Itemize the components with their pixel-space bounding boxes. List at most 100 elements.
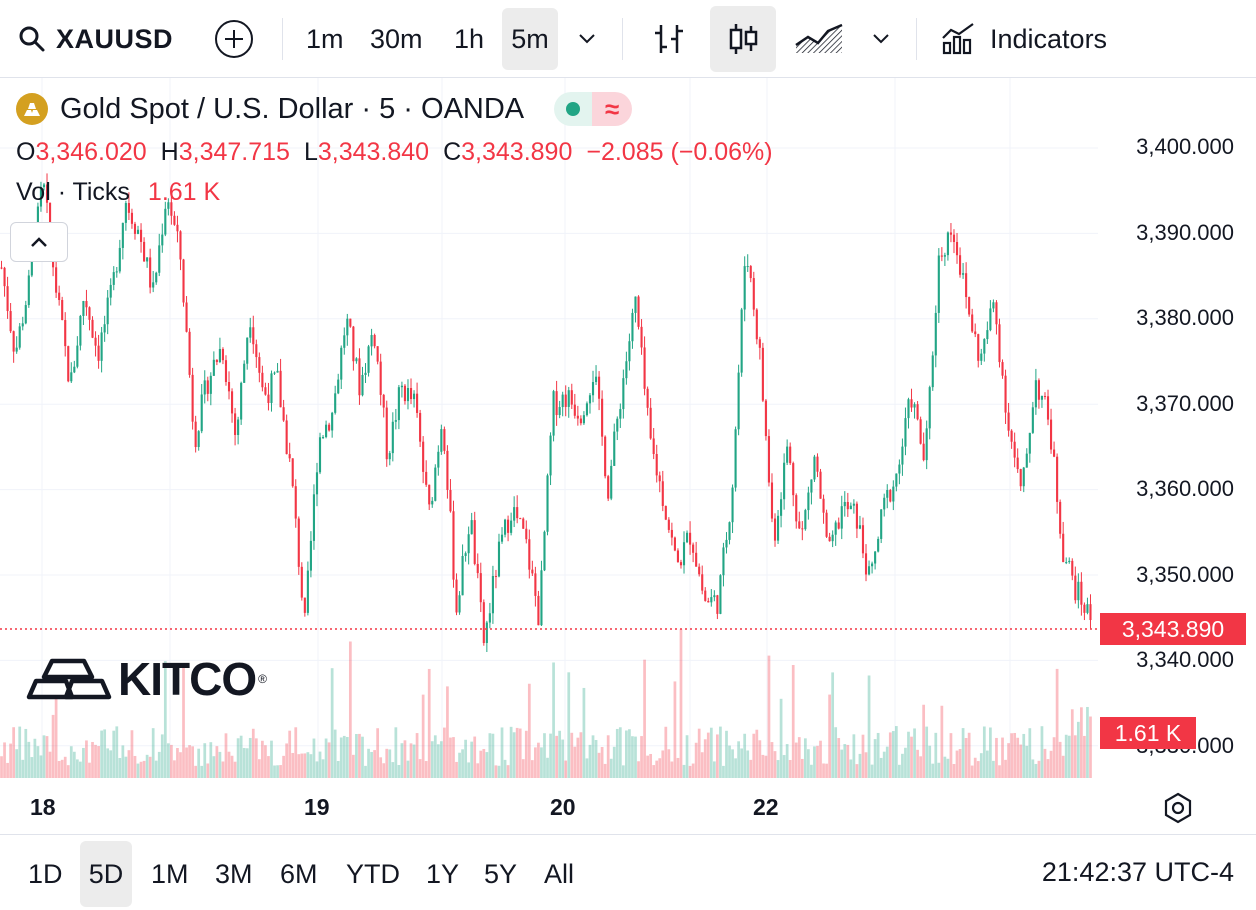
volume-bar (376, 728, 380, 778)
range-5d[interactable]: 5D (80, 841, 132, 907)
symbol-search[interactable]: XAUUSD (18, 14, 173, 64)
chart-type-dropdown[interactable] (862, 20, 900, 58)
volume-bar (12, 727, 16, 778)
interval-dropdown[interactable] (568, 20, 606, 58)
candle-body (952, 234, 956, 243)
candle-body (103, 324, 106, 333)
candle-body (464, 553, 467, 556)
volume-bar (461, 749, 464, 778)
candle-body (485, 622, 488, 644)
candle-body (209, 375, 212, 394)
search-icon (19, 26, 45, 52)
indicators-button[interactable]: Indicators (940, 10, 1107, 68)
area-chart-type-button[interactable] (784, 6, 854, 72)
candle-body (176, 224, 179, 232)
volume-bar (352, 754, 355, 778)
volume-bar (700, 752, 704, 778)
candle-body (1040, 396, 1044, 400)
volume-bar (373, 750, 376, 778)
volume-bar (394, 727, 398, 778)
volume-bar (694, 742, 698, 778)
interval-1h[interactable]: 1h (454, 23, 485, 54)
volume-bar (382, 763, 386, 778)
candle-body (494, 576, 498, 578)
volume-bar (270, 740, 273, 778)
volume-bar (467, 762, 471, 778)
candle-body (352, 326, 355, 362)
candle-body (476, 563, 479, 574)
range-ytd[interactable]: YTD (346, 858, 400, 889)
candle-body (513, 507, 516, 521)
volume-bar (779, 698, 783, 778)
volume-bar (118, 757, 122, 778)
volume-bar (722, 765, 725, 778)
interval-30m[interactable]: 30m (370, 23, 423, 54)
market-status-badge[interactable]: ≈ (554, 92, 633, 126)
candle-body (831, 534, 834, 542)
candle-body (783, 462, 786, 500)
candle-body (246, 337, 249, 364)
candle-body (834, 522, 837, 535)
volume-bar (488, 733, 492, 778)
candle-body (170, 202, 173, 216)
collapse-legend-button[interactable] (10, 222, 68, 262)
candle-body (761, 347, 764, 401)
volume-bar (734, 758, 737, 778)
volume-bar (579, 732, 583, 778)
interval-1m[interactable]: 1m (306, 23, 344, 54)
candle-body (300, 566, 303, 598)
range-all[interactable]: All (544, 858, 575, 889)
volume-bar (79, 761, 82, 778)
volume-bar (825, 763, 828, 778)
volume-bar (361, 736, 364, 778)
compare-symbol-button[interactable] (214, 19, 254, 59)
range-6m[interactable]: 6M (280, 858, 318, 889)
candles-chart-type-button[interactable] (710, 6, 776, 72)
volume-bar (752, 733, 756, 778)
candle-body (792, 463, 795, 496)
candle-body (637, 296, 640, 327)
candle-body (412, 393, 416, 400)
volume-bar (303, 753, 307, 778)
candle-body (455, 579, 458, 613)
candle-body (406, 388, 410, 402)
range-1m[interactable]: 1M (151, 858, 189, 889)
candle-body (303, 597, 306, 613)
volume-bar (267, 756, 270, 778)
volume-bar (688, 765, 692, 778)
range-3m[interactable]: 3M (215, 858, 253, 889)
candle-body (1037, 380, 1040, 400)
volume-bar (882, 751, 886, 778)
volume-bar (30, 757, 34, 778)
volume-bar (45, 736, 49, 778)
range-1y[interactable]: 1Y (426, 858, 460, 889)
volume-bar (91, 741, 94, 778)
candle-body (943, 255, 946, 257)
volume-bar (755, 729, 759, 778)
volume-bar (385, 748, 389, 778)
volume-bar (285, 743, 289, 778)
price-chart[interactable] (0, 0, 1256, 790)
candle-body (130, 212, 134, 224)
chart-settings-button[interactable] (1160, 790, 1196, 826)
candle-body (328, 424, 331, 431)
range-1d[interactable]: 1D (28, 858, 63, 889)
volume-bar (358, 733, 361, 778)
range-5y[interactable]: 5Y (484, 858, 518, 889)
interval-5m[interactable]: 5m (502, 8, 558, 70)
candle-body (182, 259, 185, 303)
candle-body (1043, 396, 1047, 398)
volume-bar (940, 705, 944, 778)
candle-body (446, 450, 449, 490)
volume-bar (649, 753, 653, 778)
volume-bar (831, 672, 835, 778)
bar-chart-type-button[interactable] (636, 6, 702, 72)
volume-bar (625, 730, 628, 778)
volume-bar (254, 738, 258, 778)
candle-body (758, 339, 761, 348)
volume-bar (791, 665, 795, 778)
volume-bar (24, 728, 28, 778)
candle-body (522, 518, 525, 529)
candle-body (601, 398, 604, 437)
timezone-clock[interactable]: 21:42:37 UTC-4 (1041, 857, 1234, 887)
